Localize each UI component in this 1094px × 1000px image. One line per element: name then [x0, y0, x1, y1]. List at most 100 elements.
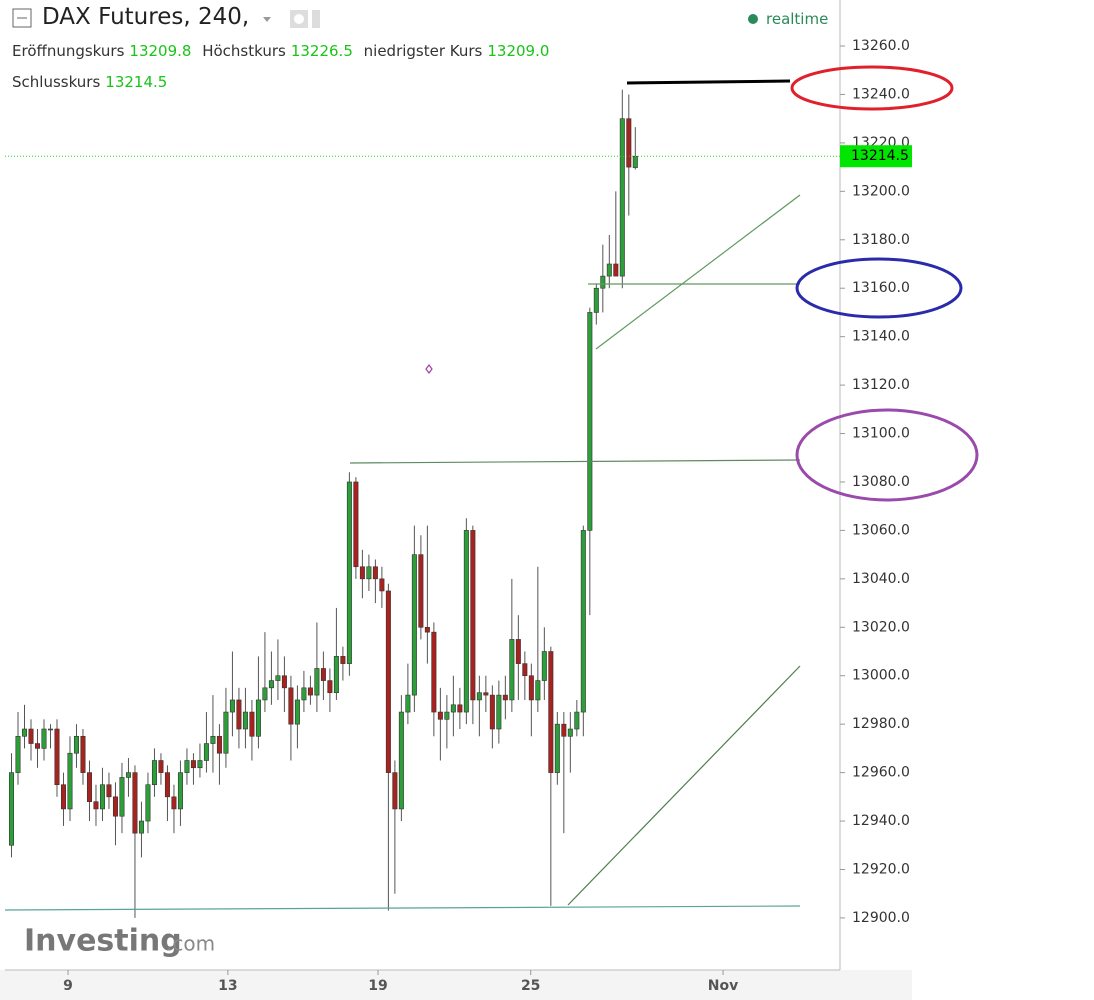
- candle-body: [548, 651, 554, 773]
- candle-body: [424, 626, 430, 633]
- y-tick-label: 13060.0: [852, 522, 910, 538]
- candle-body: [54, 728, 60, 786]
- brand: Investing: [24, 924, 182, 959]
- candle-body: [463, 530, 469, 713]
- y-tick-label: 13240.0: [852, 86, 910, 102]
- readout-label: Schlusskurs: [12, 73, 101, 91]
- candle-body: [340, 656, 346, 664]
- candle-body: [470, 530, 476, 701]
- candle-body: [522, 663, 528, 677]
- y-tick-label: 13180.0: [852, 232, 910, 248]
- candle-body: [216, 735, 222, 754]
- y-tick-label: 13020.0: [852, 619, 910, 635]
- candle-body: [398, 711, 404, 810]
- candle-body: [561, 723, 567, 737]
- candle-body: [535, 680, 541, 701]
- candle-body: [320, 668, 326, 681]
- candle-body: [28, 728, 34, 744]
- drawings: [4, 79, 801, 911]
- readout-label: Höchstkurs: [202, 42, 286, 60]
- candle-body: [158, 760, 164, 773]
- candle-body: [34, 743, 40, 749]
- marker: [425, 364, 433, 374]
- candle-body: [60, 784, 66, 810]
- candle-body: [288, 687, 294, 725]
- candle-body: [15, 735, 21, 773]
- candle-body: [203, 743, 209, 761]
- candle-body: [184, 760, 190, 773]
- candle-body: [99, 784, 105, 810]
- readout-value: 13226.5: [290, 42, 353, 60]
- y-tick-label: 12940.0: [852, 813, 910, 829]
- candle-body: [125, 772, 131, 778]
- candle-body: [626, 118, 632, 168]
- candle-body: [210, 735, 216, 744]
- candle-body: [567, 728, 573, 737]
- candle-body: [119, 777, 125, 817]
- candle-body: [515, 639, 521, 664]
- trend-line: [595, 194, 801, 350]
- candle-body: [632, 155, 638, 168]
- trend-line: [4, 905, 801, 911]
- candle-body: [359, 566, 365, 580]
- candle-body: [132, 772, 138, 834]
- x-axis-band: [0, 970, 912, 1000]
- x-tick-label: 13: [218, 978, 237, 994]
- annotations: [790, 65, 979, 502]
- candle-body: [190, 760, 196, 769]
- candle-body: [112, 796, 118, 817]
- last-price-box: [840, 145, 912, 168]
- chart-title: DAX Futures, 240,: [42, 4, 250, 30]
- candle-body: [93, 801, 99, 810]
- candle-body: [476, 692, 482, 701]
- y-tick-label: 12980.0: [852, 716, 910, 732]
- candle-body: [385, 590, 391, 773]
- candle-body: [314, 668, 320, 696]
- candle-body: [47, 728, 53, 731]
- brand-suffix: .com: [166, 932, 215, 956]
- toolbar-icons[interactable]: [260, 8, 320, 32]
- candle-body: [580, 530, 586, 713]
- candle-body: [307, 687, 313, 696]
- candle-body: [411, 554, 417, 696]
- candle-body: [171, 796, 177, 810]
- candle-body: [86, 772, 92, 802]
- candle-body: [327, 680, 333, 693]
- ellipse: [790, 65, 954, 111]
- x-tick-label: 19: [368, 978, 387, 994]
- x-tick-label: 9: [63, 978, 73, 994]
- ellipse: [795, 408, 979, 502]
- candle-body: [223, 711, 229, 754]
- candle-body: [372, 566, 378, 580]
- y-tick-label: 13080.0: [852, 474, 910, 490]
- candle-body: [41, 728, 47, 749]
- candle-body: [587, 312, 593, 531]
- y-tick-label: 12900.0: [852, 910, 910, 926]
- realtime-label: realtime: [766, 10, 829, 28]
- ohlc-readout: Schlusskurs 13214.5: [12, 73, 173, 91]
- y-tick-label: 13160.0: [852, 280, 910, 296]
- candle-body: [145, 784, 151, 822]
- collapse-icon[interactable]: [12, 8, 36, 32]
- candle-body: [606, 263, 612, 277]
- candle-body: [541, 651, 547, 681]
- candle-body: [509, 639, 515, 701]
- candle-body: [333, 656, 339, 693]
- candle-body: [249, 711, 255, 737]
- candle-body: [268, 680, 274, 689]
- candle-body: [255, 699, 261, 737]
- candle-body: [262, 687, 268, 701]
- candle-body: [229, 699, 235, 713]
- candle-body: [502, 694, 508, 701]
- candle-body: [593, 287, 599, 313]
- candle-body: [379, 578, 385, 592]
- readout-label: Eröffnungskurs: [12, 42, 125, 60]
- trend-line: [349, 459, 801, 464]
- readout-value: 13209.0: [487, 42, 550, 60]
- x-tick-label: Nov: [708, 978, 738, 994]
- y-tick-label: 13120.0: [852, 377, 910, 393]
- candle-body: [437, 711, 443, 720]
- candle-body: [281, 675, 287, 689]
